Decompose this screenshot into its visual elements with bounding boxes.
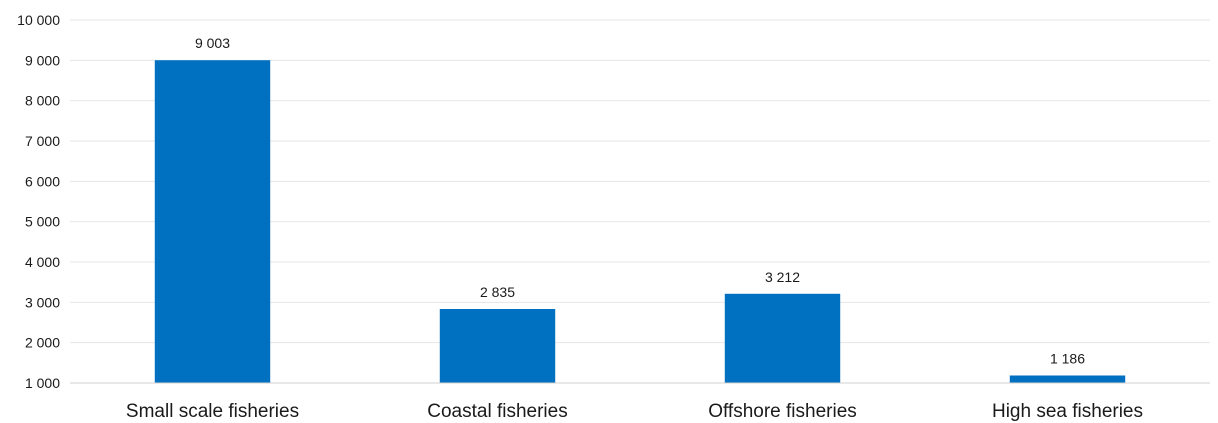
y-tick-label: 9 000 [25,52,60,68]
y-tick-label: 8 000 [25,93,60,109]
data-label: 3 212 [765,269,800,285]
y-tick-label: 4 000 [25,254,60,270]
data-label: 2 835 [480,284,515,300]
bar [439,308,556,383]
y-tick-label: 2 000 [25,335,60,351]
y-tick-label: 3 000 [25,294,60,310]
x-axis-category-labels: Small scale fisheries Coastal fisheries Of… [126,401,1143,422]
y-tick-label: 1 000 [25,375,60,391]
category-label: Offshore fisheries [708,401,857,422]
category-label: Coastal fisheries [427,401,567,422]
bar [154,60,271,383]
y-tick-label: 10 000 [17,12,60,28]
y-tick-label: 6 000 [25,173,60,189]
data-label: 9 003 [195,35,230,51]
bar [724,293,841,383]
data-labels: 9 003 2 835 3 212 1 186 [195,35,1085,366]
bars [154,60,1126,383]
data-label: 1 186 [1050,350,1085,366]
category-label: Small scale fisheries [126,401,299,422]
bar [1009,375,1126,383]
category-label: High sea fisheries [992,401,1143,422]
y-tick-label: 5 000 [25,214,60,230]
y-axis-tick-labels: 1 000 2 000 3 000 4 000 5 000 6 000 7 000 8 000… [17,12,60,391]
y-tick-label: 7 000 [25,133,60,149]
